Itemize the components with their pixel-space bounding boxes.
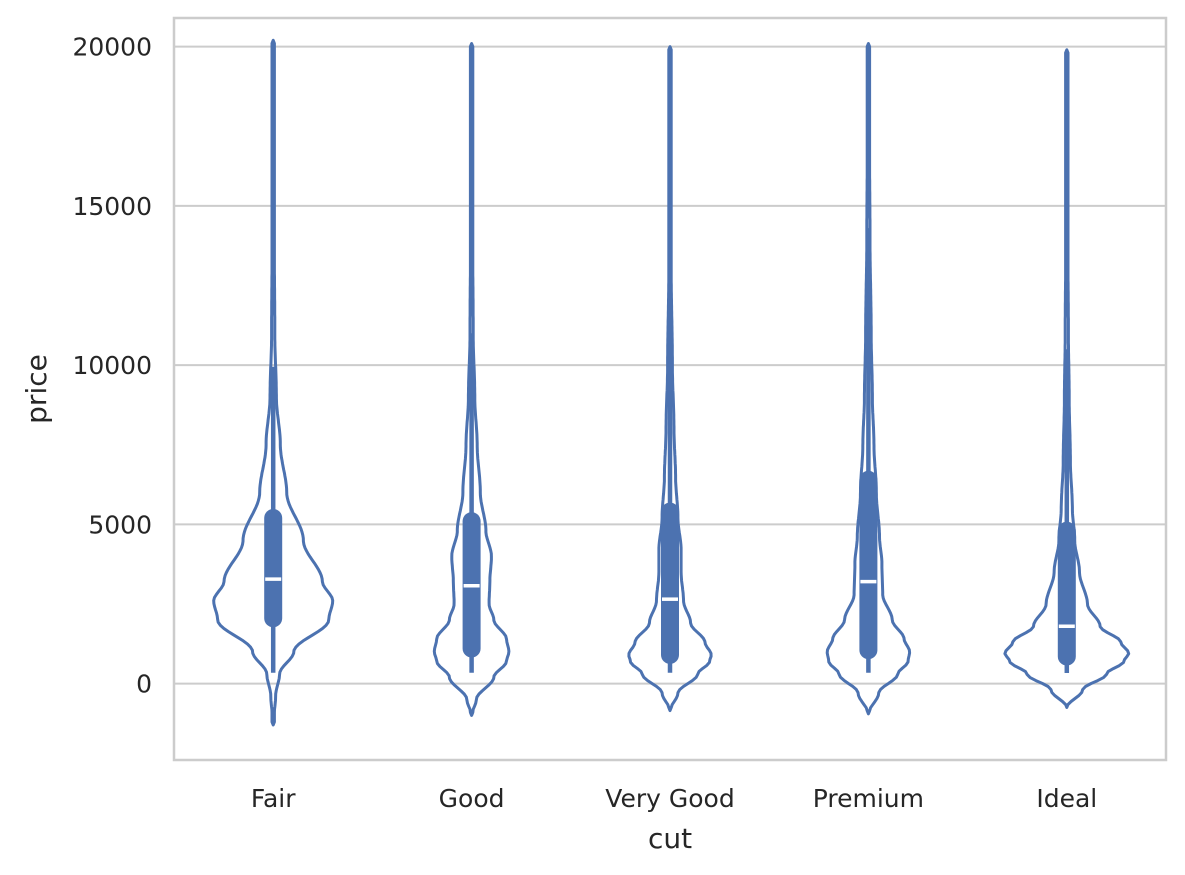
violin-outline xyxy=(1003,48,1131,709)
axes-frame xyxy=(172,16,1168,762)
violin-good xyxy=(432,42,511,717)
y-tick-label: 5000 xyxy=(88,510,152,539)
x-axis-title: cut xyxy=(648,822,692,855)
violin-fair xyxy=(212,38,335,727)
y-tick-label: 0 xyxy=(136,670,152,699)
y-tick-labels: 0 5000 10000 15000 20000 xyxy=(72,33,152,699)
violin-very-good xyxy=(627,45,713,713)
violin-premium xyxy=(825,42,912,716)
violin-ideal xyxy=(1003,48,1131,709)
violin-outline xyxy=(627,45,713,713)
x-tick-label: Very Good xyxy=(605,784,734,813)
x-tick-label: Premium xyxy=(813,784,924,813)
y-tick-label: 15000 xyxy=(72,192,152,221)
violins xyxy=(212,38,1131,727)
violin-outline xyxy=(432,42,511,717)
violin-outline xyxy=(212,38,335,727)
y-tick-label: 10000 xyxy=(72,351,152,380)
x-tick-labels: Fair Good Very Good Premium Ideal xyxy=(251,784,1097,813)
x-tick-label: Ideal xyxy=(1036,784,1097,813)
x-tick-label: Fair xyxy=(251,784,296,813)
x-tick-label: Good xyxy=(439,784,505,813)
y-tick-label: 20000 xyxy=(72,33,152,62)
y-axis-title: price xyxy=(20,354,53,424)
